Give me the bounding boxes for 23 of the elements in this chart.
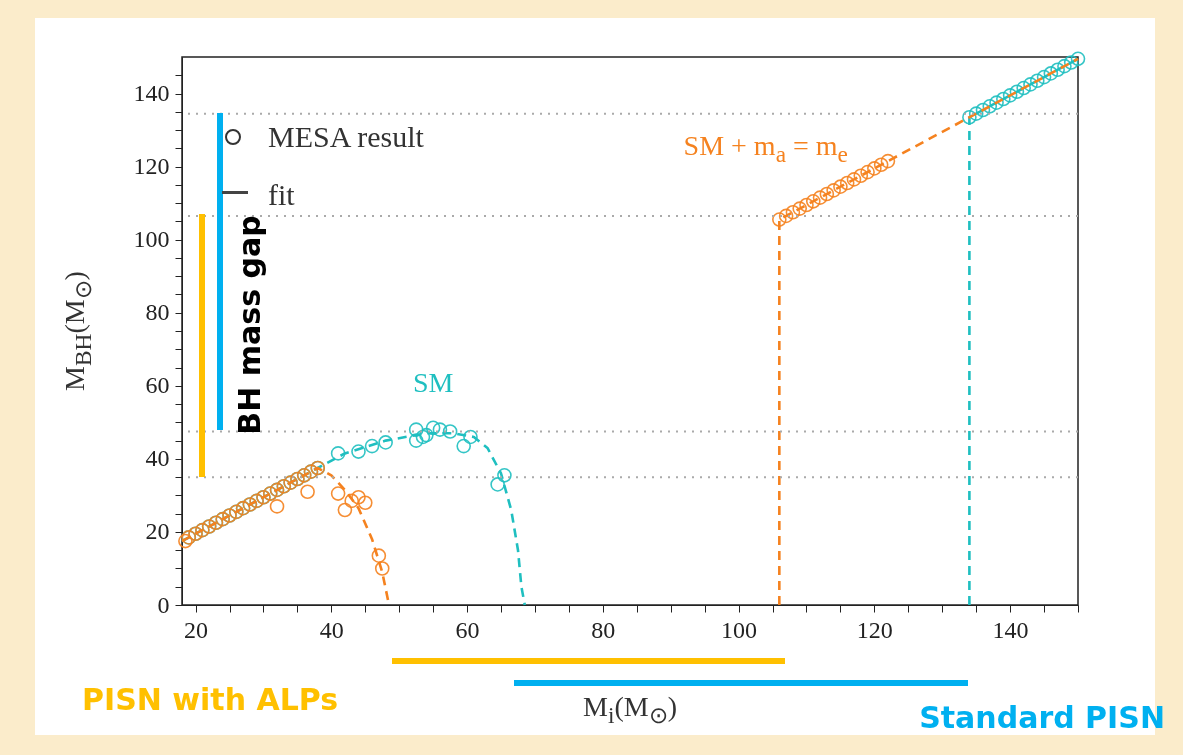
y-tick-label: 0 [157, 591, 170, 618]
x-tick-label: 100 [721, 616, 758, 643]
y-tick-label: 40 [145, 445, 170, 472]
y-tick-label: 140 [133, 80, 170, 107]
text: PISN with ALPs [82, 682, 339, 717]
x-axis-title: M$_{i}$(M$_{⊙}$) [583, 691, 677, 728]
series-label: SM [412, 366, 454, 398]
y-tick-label: 80 [145, 299, 170, 326]
y-tick-label: 20 [145, 518, 170, 545]
x-tick-label: 20 [184, 616, 209, 643]
text: Standard PISN [919, 700, 1165, 735]
x-tick-label: 120 [856, 616, 893, 643]
x-tick-label: 60 [455, 616, 480, 643]
y-tick-label: 120 [133, 153, 170, 180]
annotation: fit [268, 178, 295, 211]
x-tick-label: 140 [992, 616, 1029, 643]
y-tick-label: 60 [145, 372, 170, 399]
annotation: MESA result [268, 120, 424, 153]
y-tick-label: 100 [133, 226, 170, 253]
x-tick-label: 40 [319, 616, 344, 643]
series-label: SM + m$_{a}$ = m$_{e}$ [683, 130, 848, 167]
x-tick-label: 80 [591, 616, 616, 643]
annotation: BH mass gap [232, 215, 267, 435]
